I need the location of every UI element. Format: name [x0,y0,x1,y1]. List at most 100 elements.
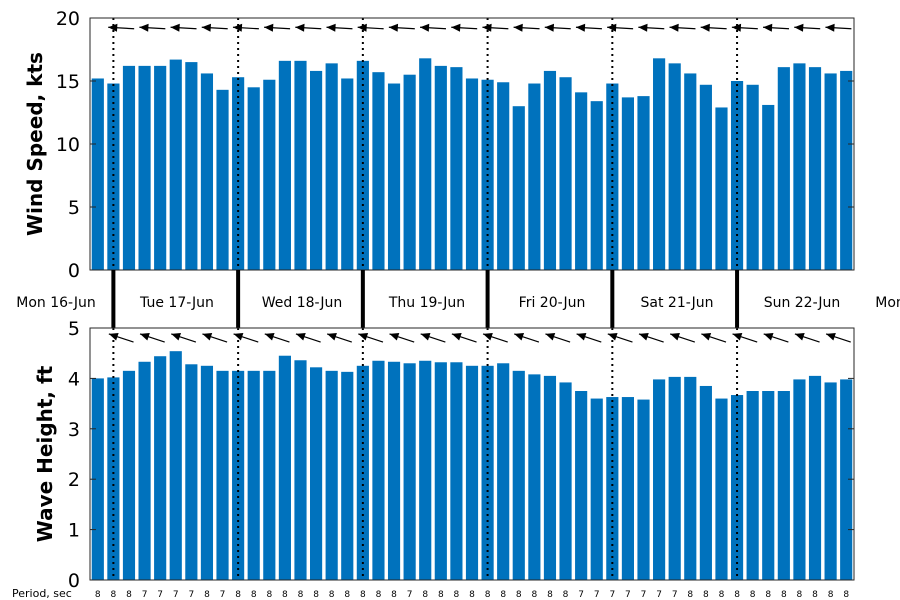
wave-bar [590,398,603,580]
wave-bar [247,370,260,580]
period-value: 8 [391,590,397,600]
period-value: 8 [204,590,210,600]
wave-bar [465,365,479,580]
day-label-band: Mon 16-Jun Tue 17-Jun Wed 18-Jun Thu 19-Jun… [16,270,900,328]
period-value: 8 [719,590,725,600]
wind-direction-arrow [544,23,571,32]
period-value: 8 [485,590,491,600]
wave-bar [621,397,634,580]
wind-bar [185,62,198,270]
wind-bar [465,78,479,270]
wave-y-tick-label: 0 [68,570,80,592]
wave-bar [684,376,697,580]
wind-bar [824,73,837,270]
period-value: 8 [282,590,288,600]
wind-bar [216,89,229,270]
day-label: Sat 21-Jun [641,295,714,311]
period-value: 8 [111,590,117,600]
wave-y-axis-title: Wave Height, ft [33,365,57,542]
wind-direction-arrow [794,23,821,32]
wave-direction-arrow [295,332,321,343]
wind-bar [107,83,120,271]
period-title: Period, sec [12,587,72,600]
wave-bar [543,375,557,580]
day-label: Fri 20-Jun [519,295,586,311]
wind-y-tick-label: 15 [56,71,80,93]
wave-direction-arrow [420,332,446,343]
wave-bar [715,398,728,580]
wave-bar [699,385,712,580]
period-value: 8 [251,590,257,600]
period-value: 7 [220,590,226,600]
period-value: 7 [641,590,647,600]
wind-direction-arrow [575,23,602,32]
wave-bar [824,382,837,580]
wind-y-axis-title: Wind Speed, kts [23,52,47,236]
wind-bar [653,58,666,270]
period-value: 8 [235,590,241,600]
wave-direction-arrow [514,332,540,343]
wave-direction-arrow [451,332,477,343]
wind-y-tick-label: 20 [56,8,80,30]
wind-bar [512,106,525,270]
wind-direction-arrow [232,23,259,32]
wind-bar [403,74,416,270]
wind-bar [559,77,572,270]
wave-axes-box [89,327,855,581]
wind-bar [621,97,634,270]
wave-day-dividers [112,328,739,580]
wind-bar [419,58,432,270]
period-value: 8 [469,590,475,600]
day-label: Wed 18-Jun [262,295,343,311]
wind-bar [341,78,354,270]
wave-y-tick-label: 3 [68,419,80,441]
wave-direction-arrows [108,332,851,343]
period-value: 8 [547,590,553,600]
day-label: Mon 16-Jun [16,295,96,311]
day-label: Mon [875,295,900,311]
wind-bar [263,79,276,271]
wind-direction-arrow [295,23,322,32]
wind-bar [528,83,541,271]
wind-bar [325,63,338,270]
wind-direction-arrow [139,23,166,32]
wind-bar [372,72,385,271]
wave-direction-arrow [825,332,851,343]
wave-bar [559,382,572,580]
wave-direction-arrow [326,332,352,343]
wind-direction-arrows [108,23,852,32]
period-value: 8 [344,590,350,600]
period-value: 8 [126,590,132,600]
wave-direction-arrow [607,332,633,343]
wind-bar [294,60,307,271]
wave-direction-arrow [794,332,820,343]
wave-height-panel: 0 1 2 3 4 5 Wave Height, ft [33,318,855,592]
wind-direction-arrow [825,23,852,32]
wave-bar [278,355,291,580]
wind-direction-arrow [170,23,197,32]
wind-bar [746,84,759,270]
wave-bar [840,379,853,580]
wave-bar [341,371,354,580]
wind-y-tick-label: 5 [68,197,80,219]
period-value: 7 [672,590,678,600]
wind-direction-arrow [669,23,696,32]
wave-bar [512,370,525,580]
wave-direction-arrow [264,332,290,343]
wind-direction-arrow [700,23,727,32]
wind-bar [232,77,245,270]
wave-direction-arrow [171,332,197,343]
wave-bar [122,370,136,580]
period-value: 8 [500,590,506,600]
wind-bar [668,63,681,270]
wave-bar [746,391,759,580]
period-value: 8 [828,590,834,600]
wind-bar [278,60,291,271]
period-value: 8 [532,590,538,600]
wave-bar [216,370,229,580]
period-value: 8 [781,590,787,600]
period-value: 8 [765,590,771,600]
wind-direction-arrow [264,23,291,32]
wind-bar [543,70,557,270]
